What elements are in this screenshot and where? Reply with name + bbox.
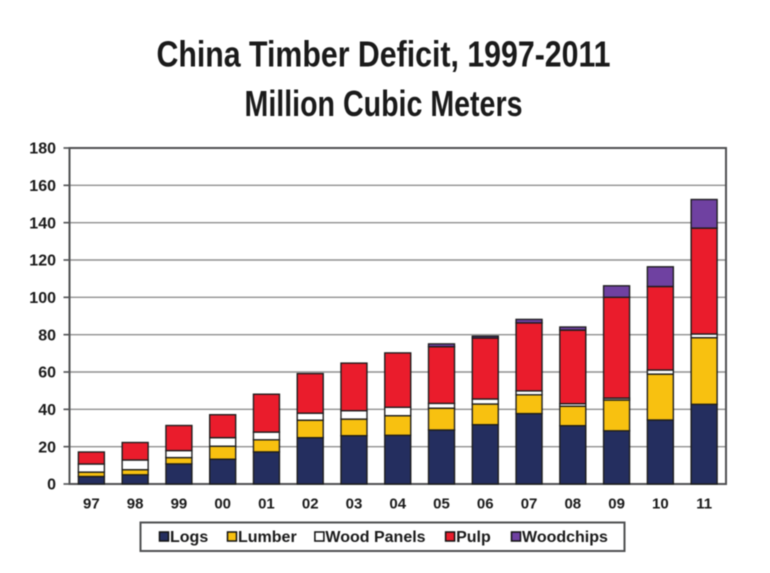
svg-text:02: 02 bbox=[302, 496, 319, 513]
svg-text:09: 09 bbox=[608, 496, 625, 513]
svg-text:80: 80 bbox=[38, 327, 56, 344]
svg-text:05: 05 bbox=[433, 496, 450, 513]
svg-text:60: 60 bbox=[38, 365, 56, 382]
svg-text:Million Cubic Meters: Million Cubic Meters bbox=[245, 83, 523, 124]
svg-text:China Timber Deficit, 1997-201: China Timber Deficit, 1997-2011 bbox=[157, 34, 611, 75]
svg-text:160: 160 bbox=[29, 178, 56, 195]
svg-text:03: 03 bbox=[346, 496, 363, 513]
svg-text:04: 04 bbox=[389, 496, 406, 513]
svg-text:Woodchips: Woodchips bbox=[522, 529, 608, 546]
svg-text:07: 07 bbox=[521, 496, 538, 513]
svg-text:97: 97 bbox=[83, 496, 100, 513]
svg-text:Lumber: Lumber bbox=[238, 529, 297, 546]
svg-text:40: 40 bbox=[38, 402, 56, 419]
svg-text:01: 01 bbox=[258, 496, 275, 513]
svg-text:Wood Panels: Wood Panels bbox=[325, 529, 425, 546]
svg-text:10: 10 bbox=[652, 496, 669, 513]
svg-text:0: 0 bbox=[47, 477, 56, 494]
svg-text:06: 06 bbox=[477, 496, 494, 513]
svg-text:08: 08 bbox=[564, 496, 581, 513]
svg-text:180: 180 bbox=[29, 141, 56, 158]
svg-text:99: 99 bbox=[171, 496, 188, 513]
svg-text:120: 120 bbox=[29, 253, 56, 270]
svg-text:11: 11 bbox=[696, 496, 712, 513]
svg-text:100: 100 bbox=[29, 290, 56, 307]
svg-text:00: 00 bbox=[214, 496, 231, 513]
svg-text:140: 140 bbox=[29, 215, 56, 232]
svg-text:20: 20 bbox=[38, 439, 56, 456]
svg-text:98: 98 bbox=[127, 496, 144, 513]
svg-text:Pulp: Pulp bbox=[456, 529, 491, 546]
svg-text:Logs: Logs bbox=[170, 529, 208, 546]
